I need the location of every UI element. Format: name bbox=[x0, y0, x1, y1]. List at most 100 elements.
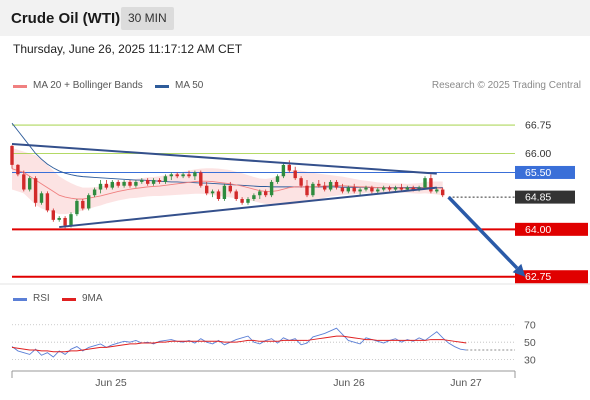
candle-body bbox=[187, 174, 191, 177]
candle-body bbox=[293, 170, 297, 179]
level-tag-last bbox=[515, 190, 575, 204]
candle-body bbox=[163, 176, 168, 182]
candle-body bbox=[157, 180, 162, 182]
level-tag-current bbox=[515, 165, 575, 179]
rsi-tick-label: 50 bbox=[524, 337, 536, 349]
candle-body bbox=[169, 174, 173, 177]
candle-body bbox=[193, 172, 197, 177]
candle-body bbox=[69, 214, 73, 226]
time-tick-label: Jun 25 bbox=[95, 377, 127, 389]
candle-body bbox=[382, 187, 386, 190]
candle-body bbox=[140, 180, 144, 182]
candle-body bbox=[216, 191, 221, 199]
candle-body bbox=[346, 187, 350, 192]
time-tick-label: Jun 26 bbox=[333, 377, 365, 389]
candle-body bbox=[63, 217, 67, 226]
bollinger-band bbox=[12, 147, 443, 215]
candle-body bbox=[264, 191, 268, 196]
ma20-legend-label: MA 20 + Bollinger Bands bbox=[33, 80, 143, 91]
rsi-tick-label: 30 bbox=[524, 355, 536, 367]
candle-body bbox=[328, 181, 333, 190]
candle-body bbox=[228, 185, 232, 192]
candle-body bbox=[110, 181, 114, 188]
ma9-legend-label: 9MA bbox=[82, 293, 103, 304]
candle-body bbox=[134, 181, 138, 186]
candle-body bbox=[87, 195, 91, 209]
ma20-line bbox=[11, 168, 443, 200]
ma50-legend-label: MA 50 bbox=[175, 80, 204, 91]
candle-body bbox=[116, 181, 120, 186]
candle-body bbox=[275, 176, 280, 182]
level-label-support: 64.00 bbox=[525, 224, 551, 236]
candle-body bbox=[376, 189, 380, 192]
candle-body bbox=[305, 185, 309, 196]
candle-body bbox=[411, 187, 415, 190]
candle-body bbox=[22, 174, 26, 190]
candle-body bbox=[33, 178, 38, 203]
candle-body bbox=[269, 181, 274, 196]
candle-body bbox=[28, 178, 32, 190]
level-label-last: 64.85 bbox=[525, 192, 551, 204]
candle-body bbox=[258, 191, 262, 196]
rsi-legend-label: RSI bbox=[33, 293, 50, 304]
candle-body bbox=[405, 187, 409, 190]
candle-body bbox=[317, 183, 321, 186]
candle-body bbox=[51, 210, 55, 220]
candle-body bbox=[358, 189, 362, 192]
candle-body bbox=[334, 181, 339, 188]
level-label-resistance: 66.75 bbox=[525, 120, 551, 132]
ma20-legend-swatch bbox=[13, 85, 27, 88]
candle-body bbox=[370, 187, 374, 192]
candle-body bbox=[435, 189, 439, 192]
time-tick-label: Jun 27 bbox=[450, 377, 482, 389]
candle-body bbox=[287, 164, 291, 171]
candle-body bbox=[151, 180, 156, 184]
candle-body bbox=[323, 185, 327, 190]
candle-body bbox=[222, 185, 227, 199]
candle-body bbox=[175, 174, 179, 177]
candle-body bbox=[92, 189, 97, 196]
candle-body bbox=[399, 187, 404, 190]
timeframe-button[interactable]: 30 MIN bbox=[121, 7, 174, 30]
candle-body bbox=[10, 145, 14, 165]
ma9-legend-swatch bbox=[62, 298, 76, 301]
candle-body bbox=[98, 183, 103, 190]
candle-body bbox=[57, 217, 61, 220]
candle-body bbox=[387, 187, 392, 190]
candle-body bbox=[246, 199, 250, 203]
level-label-current: 65.50 bbox=[525, 167, 551, 179]
trendline-lower bbox=[59, 186, 437, 229]
candle-body bbox=[311, 183, 315, 196]
level-tag-support bbox=[515, 222, 588, 236]
level-label-support: 62.75 bbox=[525, 271, 551, 283]
rsi-line bbox=[11, 327, 467, 358]
candle-body bbox=[299, 178, 303, 186]
candle-body bbox=[75, 200, 79, 215]
rsi-legend-swatch bbox=[13, 298, 27, 301]
candle-body bbox=[122, 181, 126, 186]
candle-body bbox=[240, 199, 244, 203]
candle-body bbox=[281, 164, 286, 177]
candle-body bbox=[45, 193, 50, 211]
candle-body bbox=[352, 187, 356, 192]
candle-body bbox=[181, 174, 185, 177]
candle-body bbox=[340, 187, 345, 192]
chart-datetime: Thursday, June 26, 2025 11:17:12 AM CET bbox=[13, 42, 243, 56]
rsi-ma9-line bbox=[11, 335, 467, 353]
candle-body bbox=[128, 181, 132, 186]
candle-body bbox=[234, 191, 238, 199]
candle-body bbox=[146, 180, 150, 184]
candle-body bbox=[429, 178, 433, 192]
candle-body bbox=[205, 185, 209, 194]
copyright-text: Research © 2025 Trading Central bbox=[431, 80, 581, 91]
candle-body bbox=[441, 189, 445, 196]
level-label-resistance: 66.00 bbox=[525, 148, 551, 160]
candle-body bbox=[199, 172, 203, 186]
trendline-upper bbox=[11, 143, 437, 175]
ma50-legend-swatch bbox=[155, 85, 169, 88]
candle-body bbox=[393, 187, 398, 190]
candle-body bbox=[16, 164, 20, 175]
candle-body bbox=[252, 195, 256, 199]
rsi-tick-label: 70 bbox=[524, 320, 536, 332]
